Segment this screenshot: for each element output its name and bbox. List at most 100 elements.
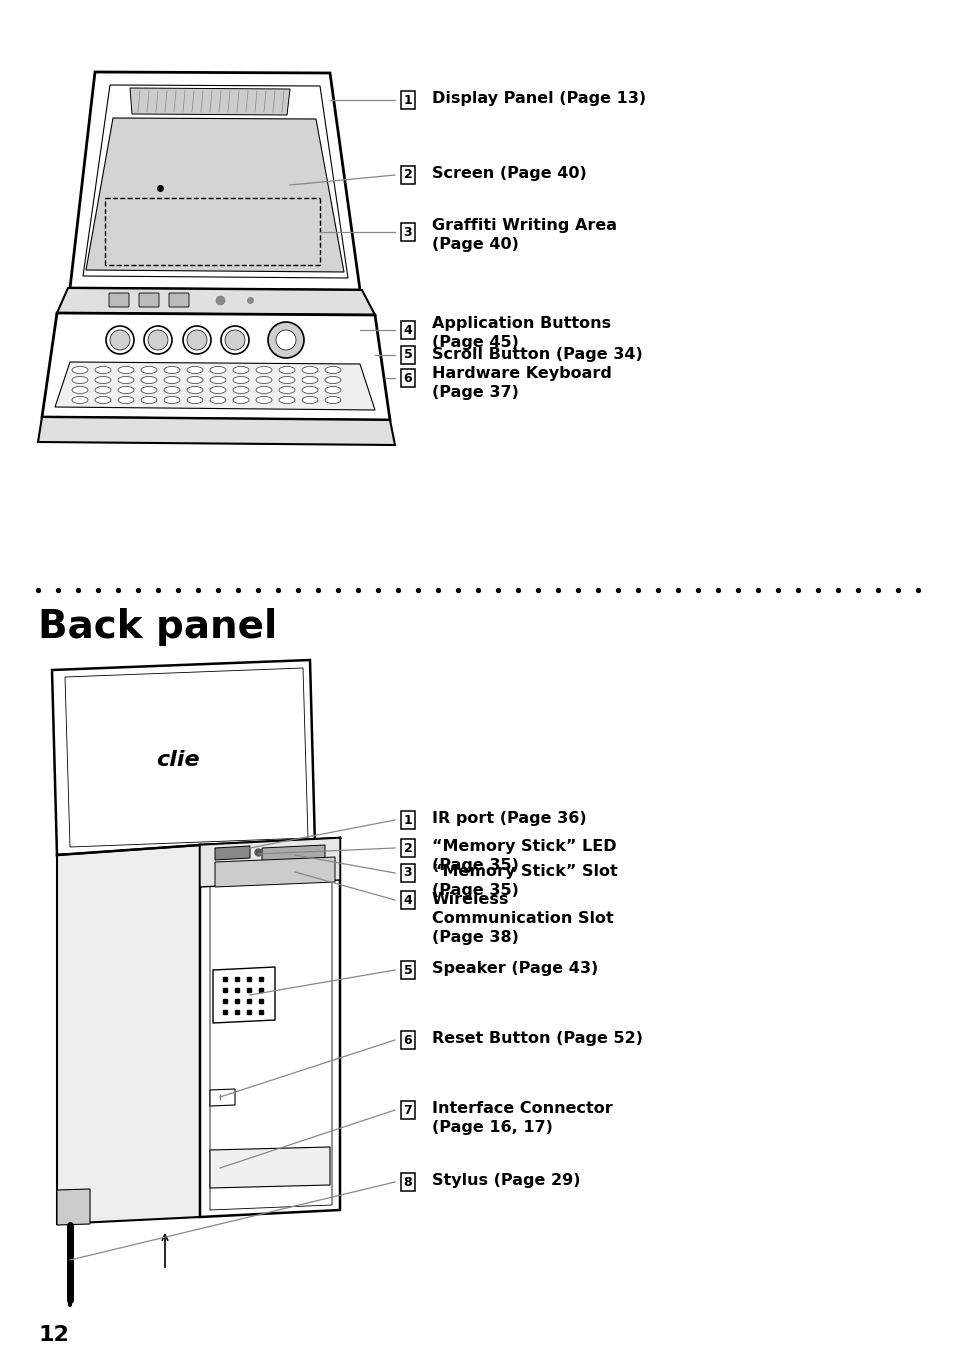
Ellipse shape [210,396,226,403]
Ellipse shape [233,387,249,393]
Text: Application Buttons
(Page 45): Application Buttons (Page 45) [432,316,611,350]
Text: Screen (Page 40): Screen (Page 40) [432,166,586,181]
Circle shape [144,326,172,354]
Polygon shape [42,314,390,420]
Ellipse shape [164,387,180,393]
Text: 1: 1 [403,814,412,826]
Ellipse shape [255,366,272,373]
Ellipse shape [118,376,133,384]
Ellipse shape [302,366,317,373]
Text: Graffiti Writing Area
(Page 40): Graffiti Writing Area (Page 40) [432,218,617,253]
Ellipse shape [141,366,157,373]
FancyBboxPatch shape [169,293,189,307]
Ellipse shape [71,387,88,393]
Text: 1: 1 [403,93,412,107]
Ellipse shape [302,396,317,403]
Circle shape [187,330,207,350]
Polygon shape [57,845,200,1224]
Ellipse shape [325,366,340,373]
Ellipse shape [71,396,88,403]
Ellipse shape [141,387,157,393]
Circle shape [183,326,211,354]
Ellipse shape [210,366,226,373]
Circle shape [106,326,133,354]
Polygon shape [55,362,375,410]
Ellipse shape [302,376,317,384]
Text: 8: 8 [403,1175,412,1188]
Text: 6: 6 [403,1033,412,1046]
Text: 4: 4 [403,894,412,906]
Polygon shape [210,1146,330,1188]
Polygon shape [262,845,325,863]
Polygon shape [52,660,314,854]
Circle shape [225,330,245,350]
Ellipse shape [210,376,226,384]
Text: 5: 5 [403,964,412,976]
Polygon shape [65,668,308,846]
Ellipse shape [71,376,88,384]
Ellipse shape [141,396,157,403]
Text: clie: clie [156,750,199,771]
Circle shape [221,326,249,354]
Ellipse shape [118,396,133,403]
Text: 3: 3 [403,867,412,880]
Ellipse shape [164,376,180,384]
Ellipse shape [187,366,203,373]
Circle shape [275,330,295,350]
Ellipse shape [278,376,294,384]
Ellipse shape [118,366,133,373]
Polygon shape [38,416,395,445]
Text: Wireless
Communication Slot
(Page 38): Wireless Communication Slot (Page 38) [432,892,613,945]
Ellipse shape [255,387,272,393]
Polygon shape [210,846,332,1210]
Ellipse shape [325,396,340,403]
Ellipse shape [255,396,272,403]
Ellipse shape [95,376,111,384]
Polygon shape [57,288,375,315]
Ellipse shape [141,376,157,384]
Text: 3: 3 [403,226,412,238]
Ellipse shape [210,387,226,393]
Ellipse shape [233,366,249,373]
Polygon shape [83,85,348,279]
Ellipse shape [278,366,294,373]
Polygon shape [210,1088,234,1106]
Ellipse shape [164,366,180,373]
Text: Hardware Keyboard
(Page 37): Hardware Keyboard (Page 37) [432,366,611,400]
Text: 5: 5 [403,349,412,361]
Polygon shape [70,72,359,289]
Text: Back panel: Back panel [38,608,277,646]
Text: Reset Button (Page 52): Reset Button (Page 52) [432,1032,642,1046]
Text: 2: 2 [403,841,412,854]
Text: 6: 6 [403,372,412,384]
Text: Scroll Button (Page 34): Scroll Button (Page 34) [432,347,642,362]
Ellipse shape [187,396,203,403]
Polygon shape [130,88,290,115]
Ellipse shape [118,387,133,393]
Ellipse shape [278,396,294,403]
Ellipse shape [95,366,111,373]
Text: Stylus (Page 29): Stylus (Page 29) [432,1174,579,1188]
Ellipse shape [71,366,88,373]
Text: “Memory Stick” LED
(Page 35): “Memory Stick” LED (Page 35) [432,840,616,873]
Ellipse shape [233,376,249,384]
Ellipse shape [187,387,203,393]
Circle shape [268,322,304,358]
Polygon shape [213,967,274,1023]
Text: 4: 4 [403,323,412,337]
FancyBboxPatch shape [139,293,159,307]
Polygon shape [214,857,335,887]
Circle shape [148,330,168,350]
Ellipse shape [233,396,249,403]
FancyBboxPatch shape [109,293,129,307]
Polygon shape [86,118,344,272]
Text: 7: 7 [403,1103,412,1117]
Ellipse shape [95,396,111,403]
Text: Interface Connector
(Page 16, 17): Interface Connector (Page 16, 17) [432,1101,612,1136]
Ellipse shape [164,396,180,403]
Ellipse shape [187,376,203,384]
Text: IR port (Page 36): IR port (Page 36) [432,811,586,826]
Polygon shape [200,838,339,887]
Ellipse shape [255,376,272,384]
Ellipse shape [302,387,317,393]
